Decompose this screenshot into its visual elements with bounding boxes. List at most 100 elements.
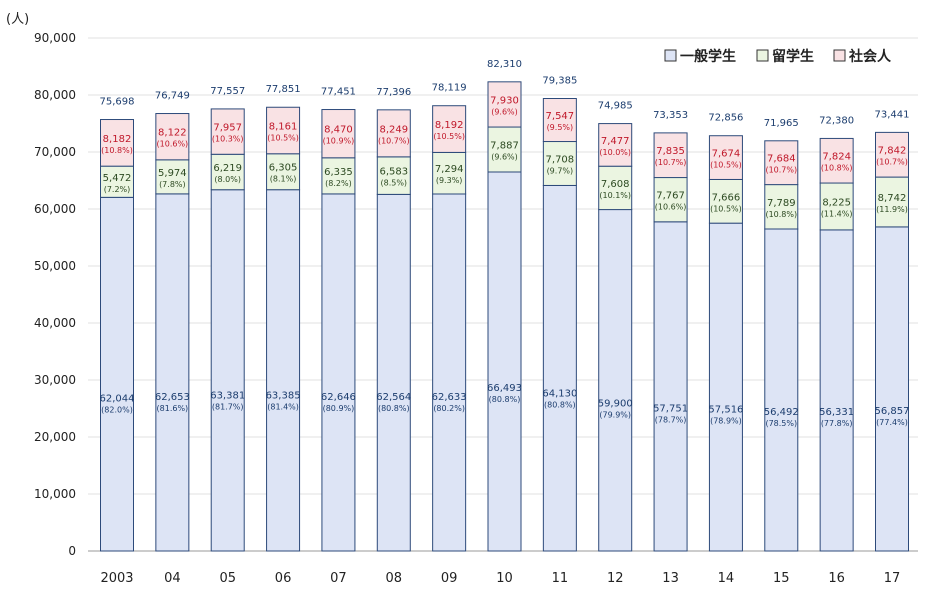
segment-value-label: 8,225 [822, 197, 851, 208]
bar-segment [875, 226, 909, 552]
segment-percent-label: (10.8%) [101, 146, 133, 155]
total-value-label: 72,856 [708, 113, 743, 124]
x-tick-label: 17 [884, 571, 901, 586]
total-value-label: 73,353 [653, 110, 688, 121]
segment-percent-label: (10.5%) [267, 134, 299, 143]
segment-percent-label: (10.5%) [433, 132, 465, 141]
segment-value-label: 7,930 [490, 95, 519, 106]
segment-value-label: 7,294 [435, 164, 464, 175]
y-tick-label: 70,000 [34, 145, 76, 159]
segment-percent-label: (9.3%) [436, 176, 463, 185]
bar-segment [542, 141, 577, 186]
bar-segment [653, 132, 688, 179]
segment-percent-label: (10.1%) [599, 191, 631, 200]
segment-value-label: 62,646 [321, 392, 356, 403]
segment-value-label: 7,608 [601, 179, 630, 190]
segment-value-label: 56,331 [819, 407, 854, 418]
legend-label: 留学生 [772, 48, 814, 65]
segment-percent-label: (8.0%) [214, 175, 241, 184]
bar-segment [266, 153, 301, 191]
segment-value-label: 59,900 [598, 399, 633, 410]
x-tick-label: 07 [330, 571, 347, 586]
x-tick-label: 09 [441, 571, 458, 586]
segment-percent-label: (8.2%) [325, 179, 352, 188]
segment-percent-label: (11.4%) [821, 209, 853, 218]
total-value-label: 77,851 [266, 84, 301, 95]
segment-value-label: 7,708 [546, 154, 575, 165]
total-value-label: 77,451 [321, 87, 356, 98]
bar-segment [210, 153, 245, 191]
segment-value-label: 63,385 [266, 390, 301, 401]
segment-value-label: 8,161 [269, 122, 298, 133]
segment-value-label: 7,477 [601, 136, 630, 147]
bar-segment [376, 109, 411, 158]
total-value-label: 74,985 [598, 101, 633, 112]
segment-percent-label: (80.8%) [378, 404, 410, 413]
x-tick-label: 2003 [100, 571, 133, 586]
total-value-label: 77,396 [376, 87, 411, 98]
segment-value-label: 63,381 [210, 390, 245, 401]
bar-segment [819, 182, 854, 231]
bar-segment [764, 228, 799, 552]
segment-percent-label: (10.9%) [323, 137, 355, 146]
segment-value-label: 8,192 [435, 120, 464, 131]
segment-percent-label: (8.1%) [270, 175, 297, 184]
segment-percent-label: (10.3%) [212, 135, 244, 144]
total-value-label: 76,749 [155, 91, 190, 102]
segment-percent-label: (80.8%) [544, 400, 576, 409]
y-tick-label: 50,000 [34, 259, 76, 273]
segment-percent-label: (10.7%) [655, 158, 687, 167]
bar-segment [155, 113, 190, 161]
bar-segment [432, 151, 467, 195]
segment-value-label: 6,219 [213, 163, 242, 174]
segment-value-label: 62,653 [155, 392, 190, 403]
bar-segment [376, 156, 411, 195]
segment-value-label: 7,789 [767, 198, 796, 209]
bar-segment [708, 135, 743, 180]
y-tick-label: 30,000 [34, 373, 76, 387]
x-tick-label: 12 [607, 571, 624, 586]
y-tick-label: 80,000 [34, 88, 76, 102]
y-tick-label: 10,000 [34, 487, 76, 501]
x-tick-label: 04 [164, 571, 181, 586]
segment-value-label: 8,182 [103, 134, 132, 145]
total-value-label: 78,119 [432, 83, 467, 94]
segment-value-label: 7,957 [213, 123, 242, 134]
y-tick-label: 90,000 [34, 31, 76, 45]
bar-segment [487, 81, 522, 128]
bar-segment [432, 193, 467, 552]
bar-segment [155, 193, 190, 552]
total-value-label: 73,441 [875, 109, 910, 120]
segment-percent-label: (10.5%) [710, 161, 742, 170]
legend-swatch [756, 49, 769, 62]
segment-value-label: 7,824 [822, 152, 851, 163]
x-tick-label: 13 [662, 571, 679, 586]
segment-value-label: 64,130 [542, 388, 577, 399]
segment-percent-label: (9.7%) [547, 166, 574, 175]
bar-segment [598, 209, 633, 552]
segment-percent-label: (80.8%) [489, 395, 521, 404]
segment-value-label: 7,767 [656, 191, 685, 202]
bar-segment [875, 131, 909, 178]
total-value-label: 82,310 [487, 59, 522, 70]
segment-percent-label: (10.7%) [765, 166, 797, 175]
segment-percent-label: (81.4%) [267, 402, 299, 411]
segment-percent-label: (10.5%) [710, 204, 742, 213]
total-value-label: 75,698 [100, 97, 135, 108]
x-tick-label: 16 [828, 571, 845, 586]
segment-value-label: 57,751 [653, 404, 688, 415]
segment-percent-label: (11.9%) [876, 205, 908, 214]
x-tick-label: 10 [496, 571, 513, 586]
bar-segment [542, 98, 577, 143]
segment-value-label: 5,974 [158, 168, 187, 179]
bar-segment [542, 184, 577, 552]
segment-percent-label: (81.6%) [157, 404, 189, 413]
segment-value-label: 7,674 [712, 149, 741, 160]
segment-value-label: 8,249 [379, 124, 408, 135]
segment-value-label: 8,470 [324, 125, 353, 136]
y-tick-label: 60,000 [34, 202, 76, 216]
bar-segment [708, 222, 743, 552]
y-tick-label: 0 [68, 544, 76, 558]
bar-segment [321, 193, 356, 552]
legend-swatch [664, 49, 677, 62]
